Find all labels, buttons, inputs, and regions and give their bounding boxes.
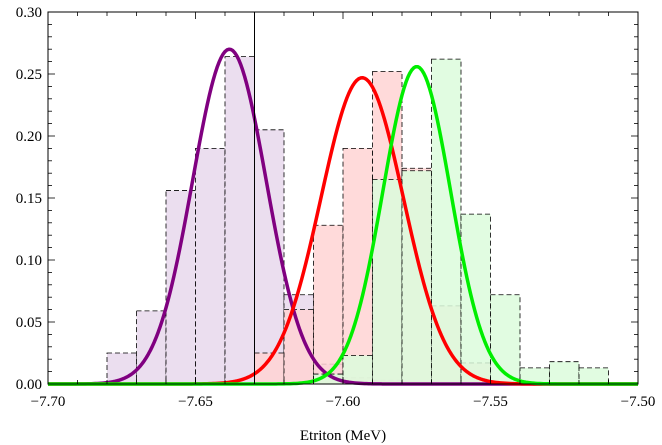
axis-layer: −7.70 −7.65 −7.60 −7.55 −7.50 0.00 0.05 0.10 0.1… [16,5,656,410]
histogram-3-bar [372,178,403,385]
x-tick-label: −7.65 [178,394,213,410]
y-tick-label: 0.00 [16,377,42,393]
histogram-3-bar [490,294,521,385]
y-tick-label: 0.10 [16,253,42,269]
y-tick-label: 0.15 [16,191,42,207]
y-tick-label: 0.30 [16,5,42,21]
x-axis-title: Etriton (MeV) [300,428,386,444]
x-tick-label: −7.60 [326,394,361,410]
x-tick-label: −7.50 [621,394,656,410]
y-tick-label: 0.05 [16,315,42,331]
histogram-layer [106,56,609,385]
histogram-1-bar [195,147,226,385]
x-tick-label: −7.70 [31,394,66,410]
y-tick-label: 0.20 [16,129,42,145]
histogram-3-bar [401,170,432,385]
y-tick-label: 0.25 [16,67,42,83]
histogram-3-bar [549,361,580,385]
histogram-3-bar [460,213,491,385]
histogram-3-bar [342,355,373,385]
histogram-3-bar [578,367,609,385]
x-tick-label: −7.55 [473,394,508,410]
